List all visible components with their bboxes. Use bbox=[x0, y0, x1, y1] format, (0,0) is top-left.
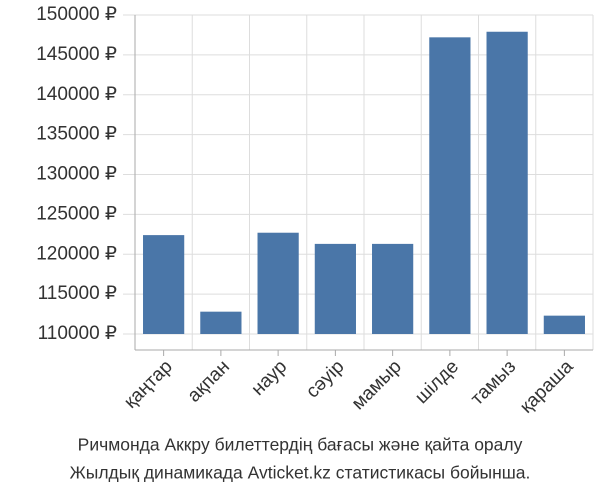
y-tick-label: 120000 ₽ bbox=[36, 243, 117, 264]
y-tick-label: 135000 ₽ bbox=[36, 124, 117, 145]
x-tick-label: ақпан bbox=[184, 356, 234, 406]
y-tick-label: 115000 ₽ bbox=[38, 283, 117, 304]
bar bbox=[314, 243, 356, 334]
x-tick-label: тамыз bbox=[467, 356, 520, 409]
x-tick-label: қараша bbox=[516, 356, 578, 418]
caption-line: Ричмонда Аккру билеттердің бағасы және қ… bbox=[78, 435, 523, 455]
y-tick-label: 130000 ₽ bbox=[36, 164, 117, 185]
bar bbox=[200, 311, 242, 334]
x-tick-label: сәуір bbox=[302, 356, 348, 402]
bar bbox=[257, 232, 299, 334]
bar bbox=[372, 243, 414, 334]
y-tick-label: 140000 ₽ bbox=[36, 84, 117, 105]
caption-line: Жылдық динамикада Avticket.kz статистика… bbox=[70, 463, 531, 483]
bar bbox=[143, 235, 185, 334]
y-tick-label: 110000 ₽ bbox=[38, 323, 117, 344]
x-tick-label: мамыр bbox=[348, 356, 406, 414]
x-tick-label: қаңтар bbox=[120, 356, 177, 413]
y-tick-label: 150000 ₽ bbox=[36, 4, 117, 25]
bar bbox=[429, 37, 471, 335]
bar bbox=[543, 315, 585, 334]
y-tick-label: 145000 ₽ bbox=[36, 44, 117, 65]
x-tick-label: наур bbox=[248, 356, 292, 400]
x-tick-label: шілде bbox=[411, 356, 463, 408]
y-tick-label: 125000 ₽ bbox=[36, 203, 117, 224]
bar bbox=[486, 31, 528, 335]
